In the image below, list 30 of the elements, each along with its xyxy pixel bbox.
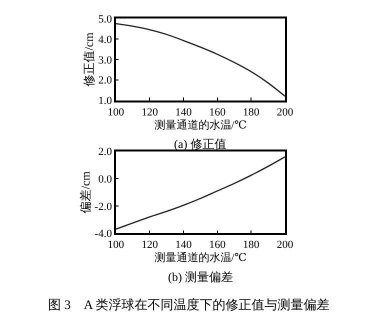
y-tick-label: -4.0 — [94, 228, 112, 240]
x-tick-label: 200 — [276, 239, 294, 252]
y-axis-title: 修正值/cm — [82, 32, 96, 86]
y-tick-label: 4.0 — [98, 34, 112, 46]
line-series — [116, 22, 285, 97]
line-series — [116, 156, 285, 230]
y-axis-title: 偏差/cm — [78, 170, 92, 214]
x-axis-title: 测量通道的水温/℃ — [154, 251, 247, 264]
y-tick-label: -2.0 — [94, 200, 112, 213]
x-tick-label: 160 — [209, 106, 226, 118]
x-tick-label: 100 — [108, 239, 125, 252]
caption: 图 3 A 类浮球在不同温度下的修正值与测量偏差 — [48, 297, 330, 312]
x-tick-label: 200 — [276, 106, 294, 118]
x-tick-label: 140 — [175, 239, 192, 252]
x-tick-label: 120 — [141, 106, 158, 118]
x-tick-label: 120 — [141, 239, 158, 252]
y-tick-label: 1.0 — [98, 95, 112, 108]
y-tick-label: 0.0 — [98, 174, 112, 186]
y-tick-label: 2.0 — [98, 74, 112, 87]
x-axis-title: 测量通道的水温/℃ — [154, 118, 247, 132]
y-tick-label: 3.0 — [98, 54, 112, 66]
x-tick-label: 160 — [209, 239, 226, 252]
y-tick-label: 5.0 — [98, 13, 112, 26]
x-tick-label: 180 — [242, 106, 260, 118]
text: (b) 测量偏差 — [168, 270, 233, 284]
x-tick-label: 100 — [108, 106, 125, 118]
text: (a) 修正值 — [174, 137, 226, 151]
x-tick-label: 180 — [242, 239, 260, 252]
y-tick-label: 2.0 — [98, 146, 112, 158]
x-tick-label: 140 — [175, 106, 192, 118]
